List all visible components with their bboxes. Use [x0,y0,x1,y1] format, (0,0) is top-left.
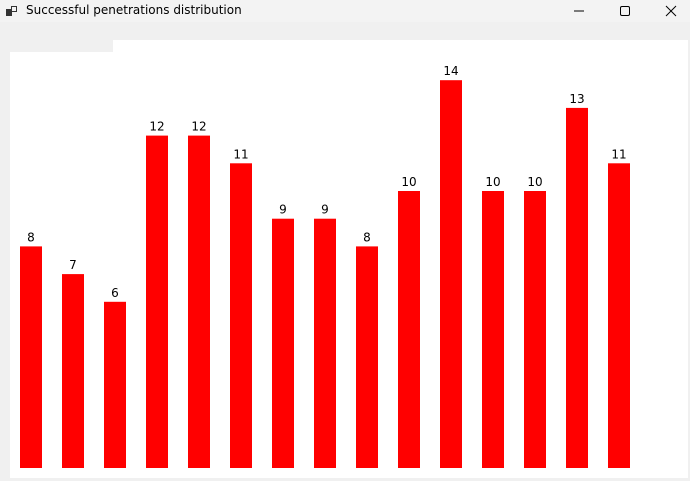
app-icon [6,6,17,16]
bar-9 [356,246,378,468]
bar-value-label-14: 13 [569,92,584,106]
bar-12 [482,191,504,468]
bar-14 [566,107,588,469]
bar-11 [440,80,462,468]
bar-value-label-4: 12 [149,120,164,134]
minimize-icon [574,10,584,12]
bar-value-label-9: 8 [363,230,371,244]
bar-6 [230,163,252,469]
bar-value-label-11: 14 [443,64,458,78]
bar-10 [398,191,420,468]
bar-5 [188,135,210,468]
bar-2 [62,274,84,468]
bar-value-label-2: 7 [69,258,77,272]
title-bar[interactable]: Successful penetrations distribution [0,0,690,22]
bar-value-label-6: 11 [233,147,248,161]
bar-value-label-13: 10 [527,175,542,189]
bar-1 [20,246,42,468]
bar-15 [608,163,630,469]
close-icon [665,5,677,17]
bar-3 [104,301,126,468]
minimize-button[interactable] [556,0,602,22]
chart-panel: 8 7 6 12 12 11 9 9 8 10 14 10 10 13 11 [10,40,688,478]
maximize-icon [620,6,630,16]
bar-8 [314,218,336,468]
maximize-button[interactable] [602,0,648,22]
bar-value-label-10: 10 [401,175,416,189]
bar-chart: 8 7 6 12 12 11 9 9 8 10 14 10 10 13 11 [20,64,630,469]
bar-4 [146,135,168,468]
bar-value-label-15: 11 [611,147,626,161]
panel-tab-strip [10,40,113,52]
close-button[interactable] [648,0,690,22]
bar-13 [524,191,546,468]
bar-value-label-8: 9 [321,203,329,217]
bar-value-label-3: 6 [111,286,119,300]
bar-value-label-7: 9 [279,203,287,217]
window-title: Successful penetrations distribution [26,3,242,17]
bar-value-label-12: 10 [485,175,500,189]
bar-value-label-1: 8 [27,230,35,244]
bar-7 [272,218,294,468]
bar-value-label-5: 12 [191,120,206,134]
